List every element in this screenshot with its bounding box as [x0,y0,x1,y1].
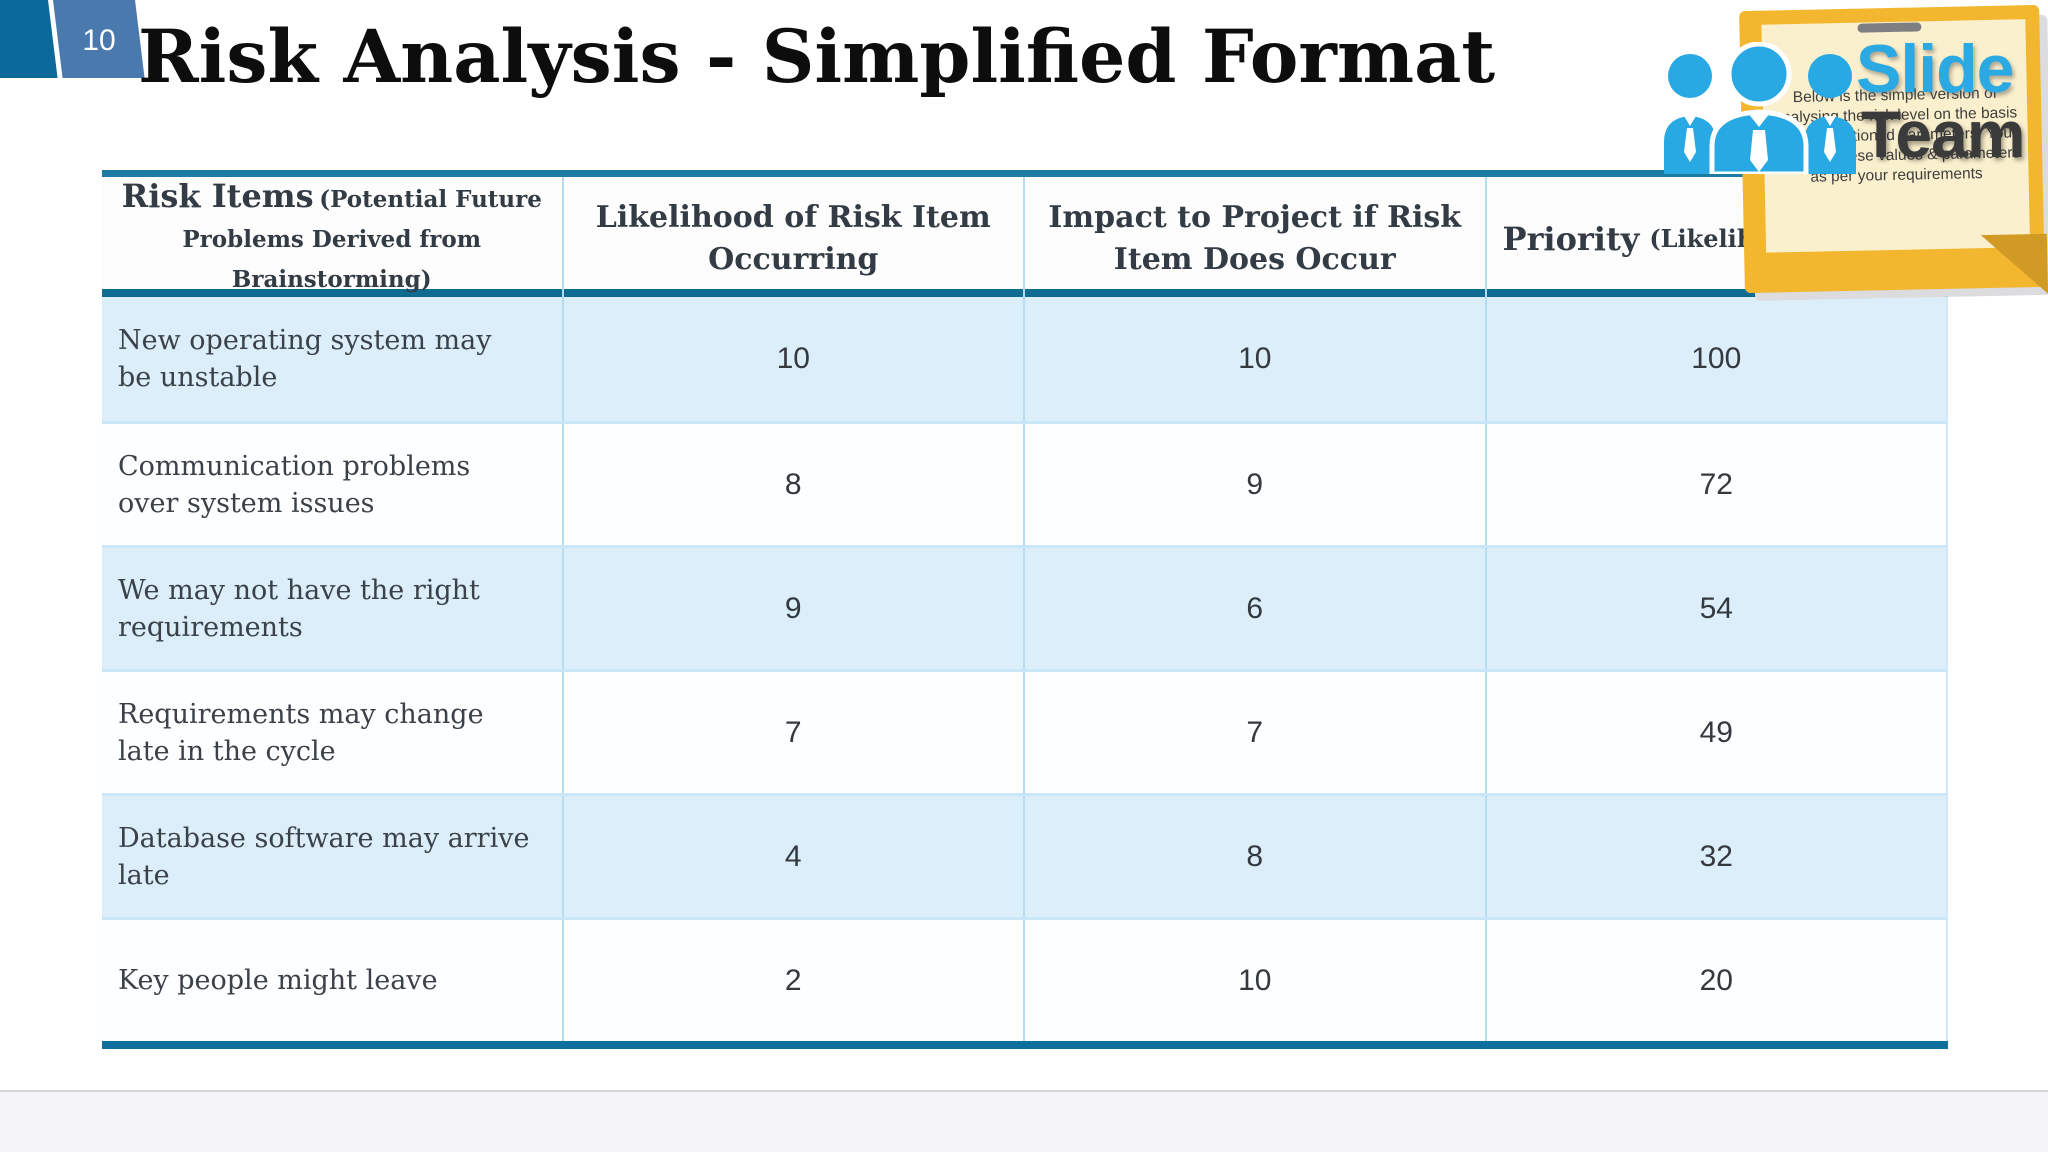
badge-dark-parallelogram [0,0,58,78]
header-likelihood-label: Likelihood of Risk Item Occurring [595,200,991,277]
table-row: We may not have the right requirements 9… [102,545,1948,669]
table-row: Database software may arrive late 4 8 32 [102,793,1948,917]
risk-item-cell: We may not have the right requirements [102,548,564,669]
impact-cell: 8 [1025,796,1487,917]
watermark-slide-text: Slide [1856,31,2014,107]
page-number: 10 [82,24,116,57]
risk-item-cell: Requirements may change late in the cycl… [102,672,564,793]
risk-item-cell: Communication problems over system issue… [102,424,564,545]
likelihood-cell: 4 [564,796,1025,917]
page-number-badge: 10 [0,0,180,95]
header-priority-sub: (Likelih [1649,224,1755,253]
footer-band [0,1092,2048,1152]
header-priority: Priority (Likelih [1487,177,1949,301]
slideteam-watermark: Slide Team [1660,31,2048,186]
priority-cell: 72 [1487,424,1948,545]
likelihood-cell: 7 [564,672,1025,793]
table-row: New operating system may be unstable 10 … [102,297,1948,421]
header-priority-main: Priority [1502,220,1640,258]
risk-item-cell: Key people might leave [102,920,564,1041]
table-row: Communication problems over system issue… [102,421,1948,545]
likelihood-cell: 2 [564,920,1025,1041]
table-row: Requirements may change late in the cycl… [102,669,1948,793]
priority-cell: 20 [1487,920,1948,1041]
header-risk-items: Risk Items (Potential Future Problems De… [102,177,564,301]
priority-cell: 32 [1487,796,1948,917]
risk-item-cell: Database software may arrive late [102,796,564,917]
impact-cell: 10 [1025,920,1487,1041]
likelihood-cell: 9 [564,548,1025,669]
people-icon [1664,42,1856,174]
impact-cell: 9 [1025,424,1487,545]
table-row: Key people might leave 2 10 20 [102,917,1948,1041]
impact-cell: 6 [1025,548,1487,669]
header-risk-items-main: Risk Items [121,177,314,215]
slide-title: Risk Analysis - Simplified Format [138,14,1496,100]
watermark-team-text: Team [1861,97,2026,171]
risk-item-cell: New operating system may be unstable [102,297,564,421]
footer-divider-line [0,1090,2048,1092]
note-folded-corner [1980,233,2048,296]
impact-cell: 10 [1025,297,1487,421]
header-impact: Impact to Project if Risk Item Does Occu… [1025,177,1487,301]
risk-table: Risk Items (Potential Future Problems De… [102,170,1948,1049]
table-top-border [102,170,1948,177]
header-risk-items-sub: (Potential Future Problems Derived from … [182,186,542,293]
header-impact-label: Impact to Project if Risk Item Does Occu… [1048,200,1462,277]
likelihood-cell: 8 [564,424,1025,545]
priority-cell: 54 [1487,548,1948,669]
impact-cell: 7 [1025,672,1487,793]
table-header-row: Risk Items (Potential Future Problems De… [102,177,1948,301]
likelihood-cell: 10 [564,297,1025,421]
table-bottom-border [102,1041,1948,1049]
priority-cell: 49 [1487,672,1948,793]
priority-cell: 100 [1487,297,1948,421]
header-likelihood: Likelihood of Risk Item Occurring [564,177,1025,301]
